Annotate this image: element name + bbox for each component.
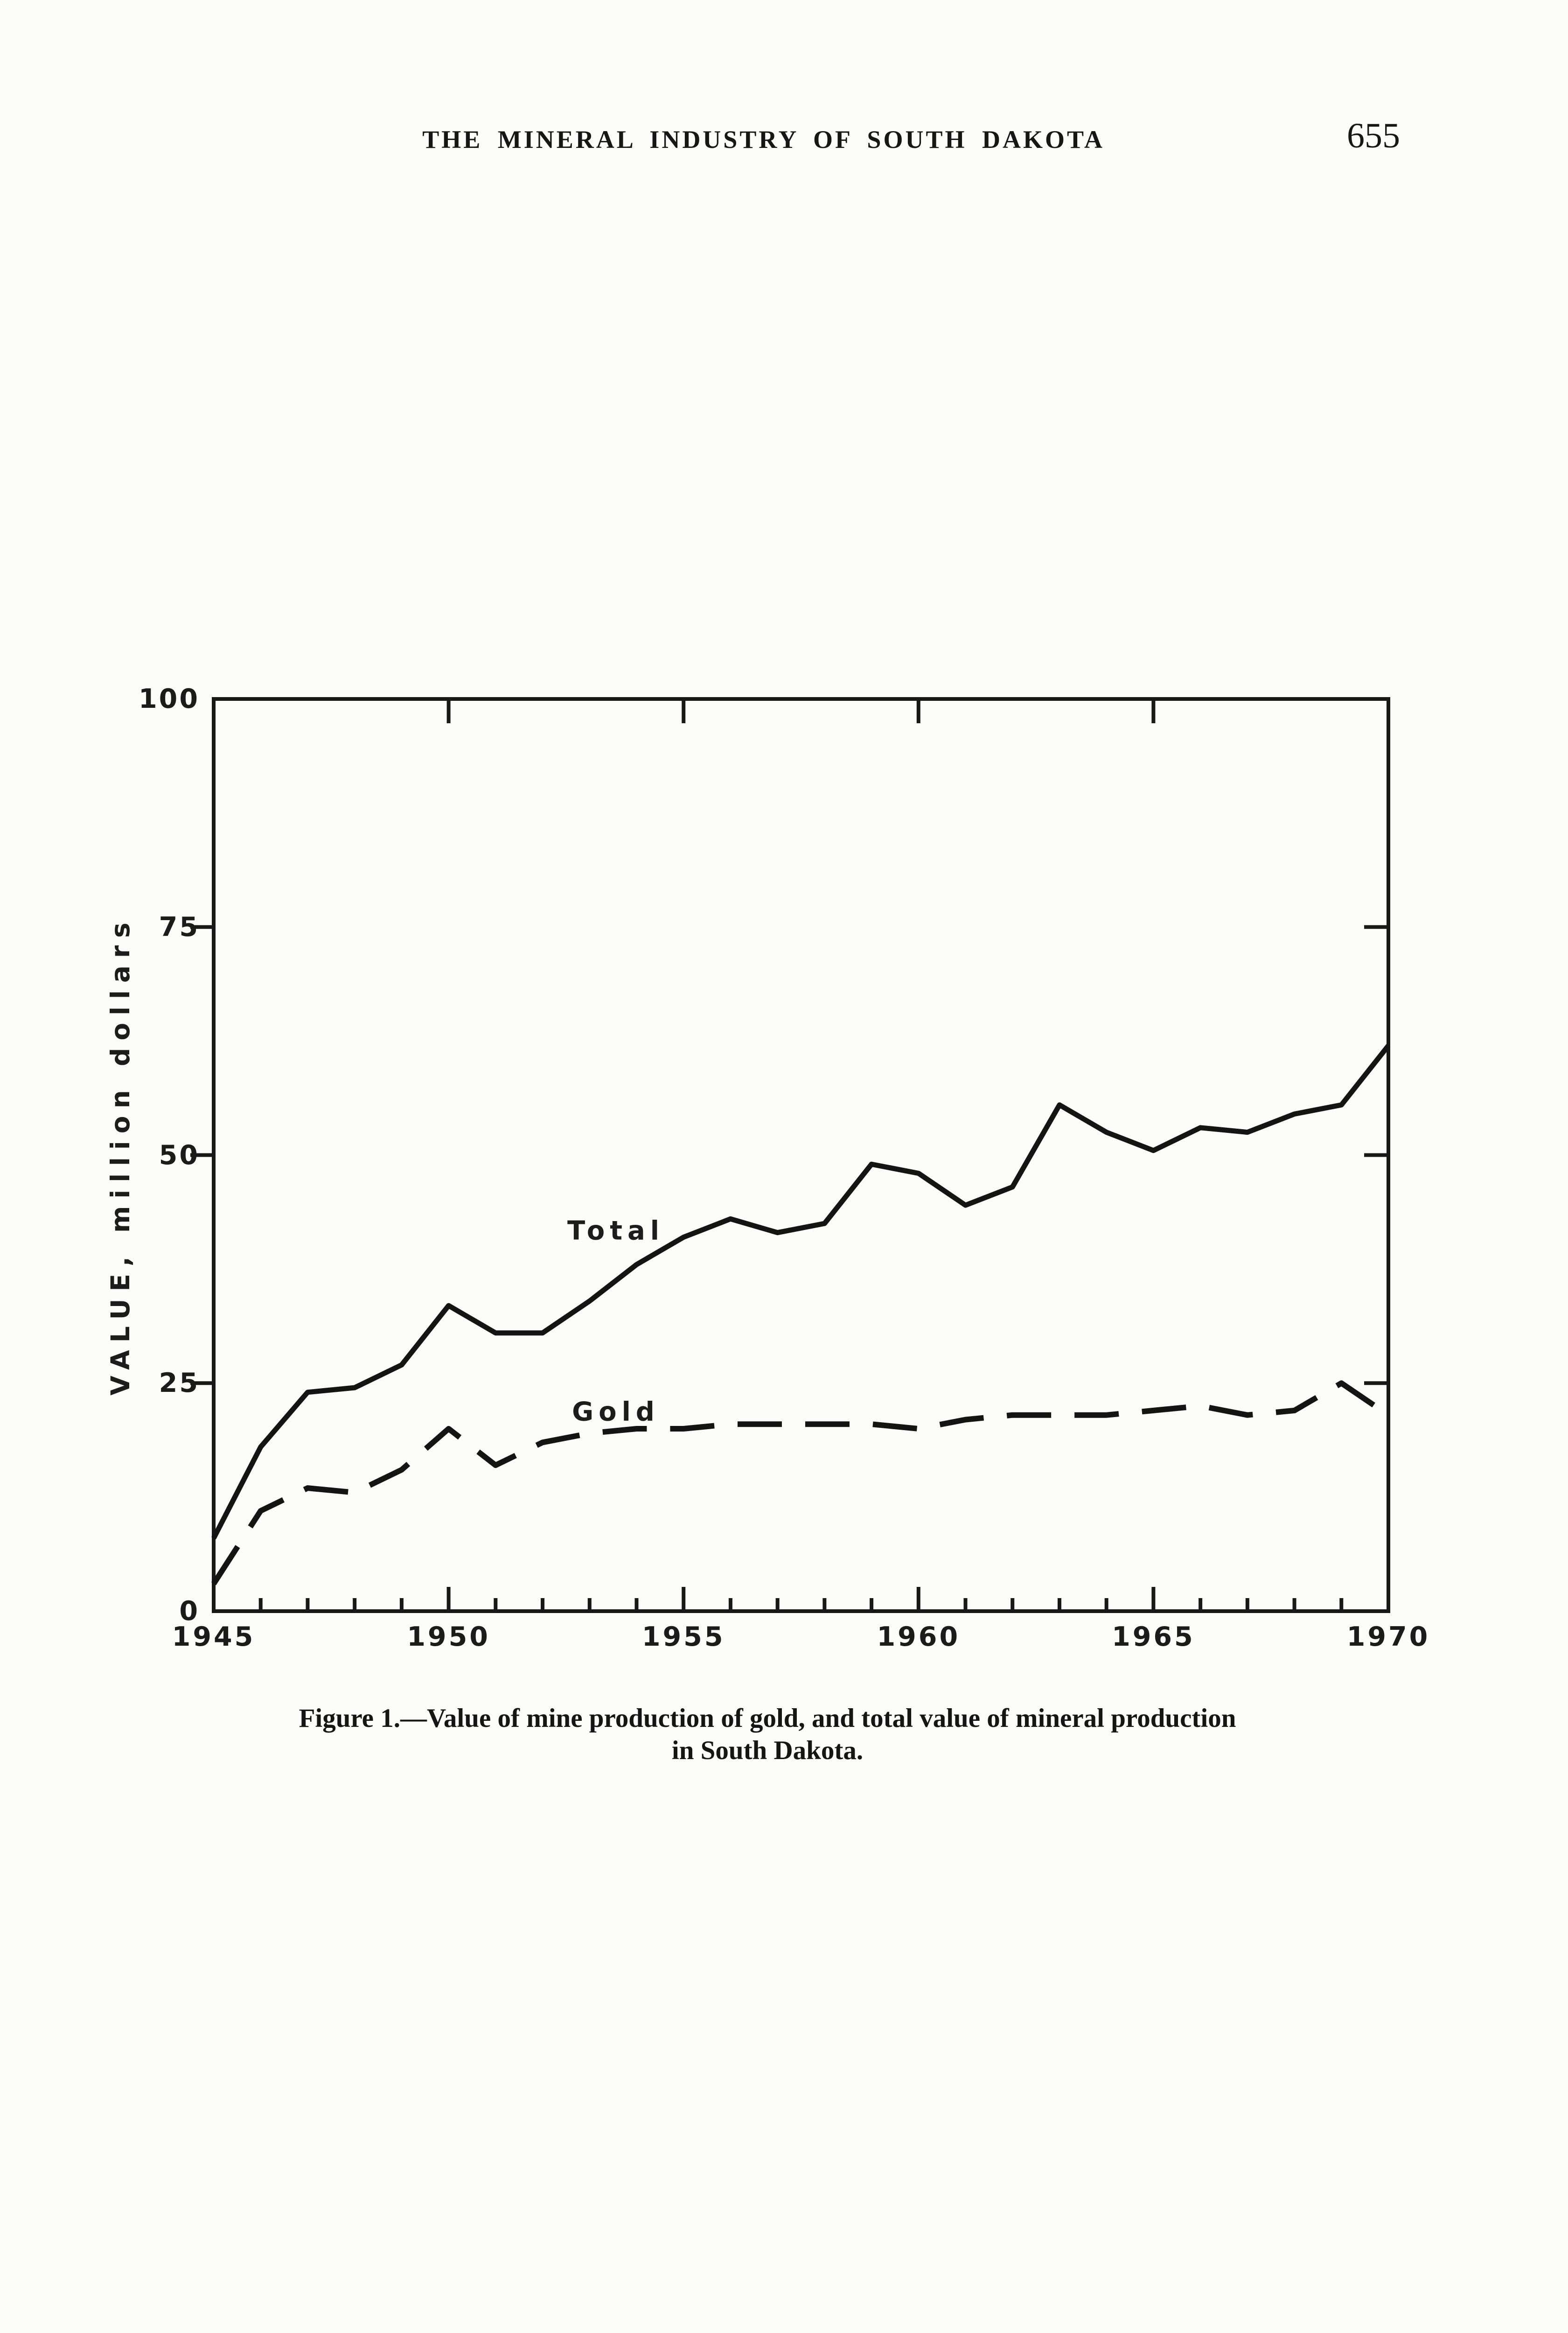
gold-series-label: Gold [572,1397,660,1427]
x-tick-label-1950: 1950 [407,1621,490,1652]
figure-caption: Figure 1.—Value of mine production of go… [0,1702,1535,1767]
y-tick-label-75: 75 [159,911,200,943]
x-tick-label-1945: 1945 [172,1621,256,1652]
y-tick-label-25: 25 [159,1368,200,1399]
y-tick-label-0: 0 [179,1596,200,1627]
figure1-chart: Total Gold 0 25 50 75 100 1945 1950 1955 1960 196… [139,684,1428,1652]
y-tick-label-100: 100 [139,684,200,714]
figure-caption-line2: in South Dakota. [671,1736,864,1765]
y-axis-title: VALUE, million dollars [105,915,135,1396]
total-series-line [211,1044,1391,1540]
total-series-label: Total [567,1215,664,1246]
x-tick-label-1970: 1970 [1346,1621,1430,1652]
x-tick-label-1955: 1955 [641,1621,725,1652]
chart-plot-area [190,697,1391,1613]
x-tick-label-1965: 1965 [1112,1621,1195,1652]
gold-series-line [211,1380,1390,1586]
y-tick-label-50: 50 [159,1139,200,1171]
x-tick-label-1960: 1960 [877,1621,961,1652]
figure-caption-line1: Figure 1.—Value of mine production of go… [299,1704,1236,1733]
page-header-title: THE MINERAL INDUSTRY OF SOUTH DAKOTA [422,126,1105,154]
page-number: 655 [1347,116,1400,155]
